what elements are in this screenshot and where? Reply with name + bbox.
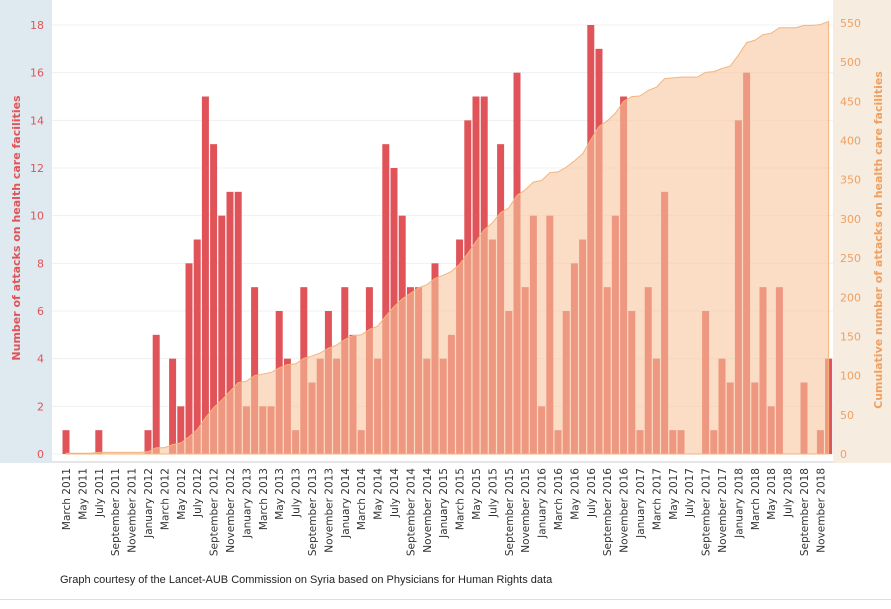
left-tick-label: 10 <box>30 210 44 223</box>
left-tick-label: 16 <box>30 67 44 80</box>
right-axis-title: Cumulative number of attacks on health c… <box>872 71 885 409</box>
left-tick-label: 0 <box>37 448 44 461</box>
x-tick-label: May 2012 <box>176 468 188 520</box>
right-tick-label: 500 <box>840 56 861 69</box>
x-tick-label: July 2016 <box>586 468 598 518</box>
x-tick-label: September 2017 <box>701 468 713 556</box>
x-tick-label: May 2011 <box>77 468 89 520</box>
bar <box>144 430 152 454</box>
bar <box>193 239 201 454</box>
x-tick-label: January 2013 <box>241 468 253 539</box>
right-tick-label: 550 <box>840 17 861 30</box>
bar <box>152 334 160 454</box>
x-tick-label: July 2014 <box>389 468 401 518</box>
x-tick-label: September 2018 <box>799 468 811 556</box>
x-tick-label: November 2013 <box>323 468 335 553</box>
x-tick-label: September 2016 <box>602 468 614 556</box>
left-tick-label: 6 <box>37 305 44 318</box>
right-tick-label: 0 <box>840 448 847 461</box>
bar <box>382 144 390 454</box>
x-tick-label: November 2012 <box>225 468 237 553</box>
bar <box>169 358 177 454</box>
x-tick-label: July 2012 <box>192 468 204 518</box>
x-tick-label: July 2011 <box>94 468 106 518</box>
left-tick-label: 14 <box>30 114 44 127</box>
x-tick-label: January 2012 <box>143 468 155 539</box>
left-tick-label: 4 <box>37 353 44 366</box>
x-tick-label: November 2018 <box>815 468 827 553</box>
x-tick-label: November 2016 <box>619 468 631 553</box>
right-tick-label: 50 <box>840 409 854 422</box>
x-tick-label: November 2014 <box>422 468 434 553</box>
x-tick-label: March 2016 <box>553 468 565 530</box>
x-tick-label: March 2012 <box>159 468 171 530</box>
x-tick-label: May 2013 <box>274 468 286 520</box>
bar <box>95 430 103 454</box>
bar <box>226 191 234 455</box>
bar <box>177 406 185 454</box>
x-tick-label: January 2015 <box>438 468 450 539</box>
right-tick-label: 150 <box>840 330 861 343</box>
x-tick-label: July 2017 <box>684 468 696 518</box>
x-tick-label: May 2015 <box>471 468 483 520</box>
x-tick-label: January 2016 <box>537 468 549 539</box>
bar <box>218 215 226 454</box>
right-axis-band <box>833 0 891 463</box>
left-tick-label: 12 <box>30 162 44 175</box>
left-axis-band <box>0 0 52 463</box>
bar <box>210 144 218 454</box>
x-tick-label: September 2014 <box>405 468 417 556</box>
x-tick-label: July 2013 <box>291 468 303 518</box>
x-tick-label: March 2017 <box>651 468 663 530</box>
cumulative-area <box>65 20 830 455</box>
x-tick-label: November 2017 <box>717 468 729 553</box>
x-tick-label: November 2011 <box>127 468 139 553</box>
bar <box>251 287 259 454</box>
right-tick-label: 400 <box>840 135 861 148</box>
right-tick-label: 350 <box>840 174 861 187</box>
right-tick-label: 450 <box>840 95 861 108</box>
bar <box>185 263 193 454</box>
x-tick-label: March 2018 <box>750 468 762 530</box>
x-tick-label: July 2018 <box>783 468 795 518</box>
x-tick-label: March 2013 <box>258 468 270 530</box>
x-tick-label: March 2011 <box>61 468 73 530</box>
x-tick-label: May 2016 <box>569 468 581 520</box>
divider <box>0 599 891 600</box>
left-tick-label: 2 <box>37 400 44 413</box>
caption: Graph courtesy of the Lancet-AUB Commiss… <box>60 574 553 586</box>
right-tick-label: 300 <box>840 213 861 226</box>
x-tick-label: September 2015 <box>504 468 516 556</box>
right-tick-label: 250 <box>840 252 861 265</box>
x-tick-label: November 2015 <box>520 468 532 553</box>
x-tick-label: September 2013 <box>307 468 319 556</box>
right-tick-label: 200 <box>840 291 861 304</box>
x-tick-label: May 2014 <box>373 468 385 520</box>
left-tick-label: 18 <box>30 19 44 32</box>
x-tick-label: March 2015 <box>455 468 467 530</box>
x-tick-label: March 2014 <box>356 468 368 530</box>
bar <box>201 96 209 454</box>
x-tick-label: May 2018 <box>766 468 778 520</box>
x-tick-label: January 2018 <box>733 468 745 539</box>
x-tick-label: September 2011 <box>110 468 122 556</box>
x-tick-label: January 2014 <box>340 468 352 539</box>
x-tick-label: September 2012 <box>209 468 221 556</box>
left-tick-label: 8 <box>37 257 44 270</box>
x-tick-label: May 2017 <box>668 468 680 520</box>
bar <box>62 430 70 454</box>
bar <box>234 191 242 455</box>
x-tick-label: July 2015 <box>487 468 499 518</box>
left-axis-title: Number of attacks on health care facilit… <box>10 95 23 361</box>
attacks-chart: 0 2 4 6 8 10 12 14 16 18 0 50 100 150 200 250 300 350 400 4… <box>10 17 885 556</box>
x-tick-label: January 2017 <box>635 468 647 539</box>
right-tick-label: 100 <box>840 370 861 383</box>
